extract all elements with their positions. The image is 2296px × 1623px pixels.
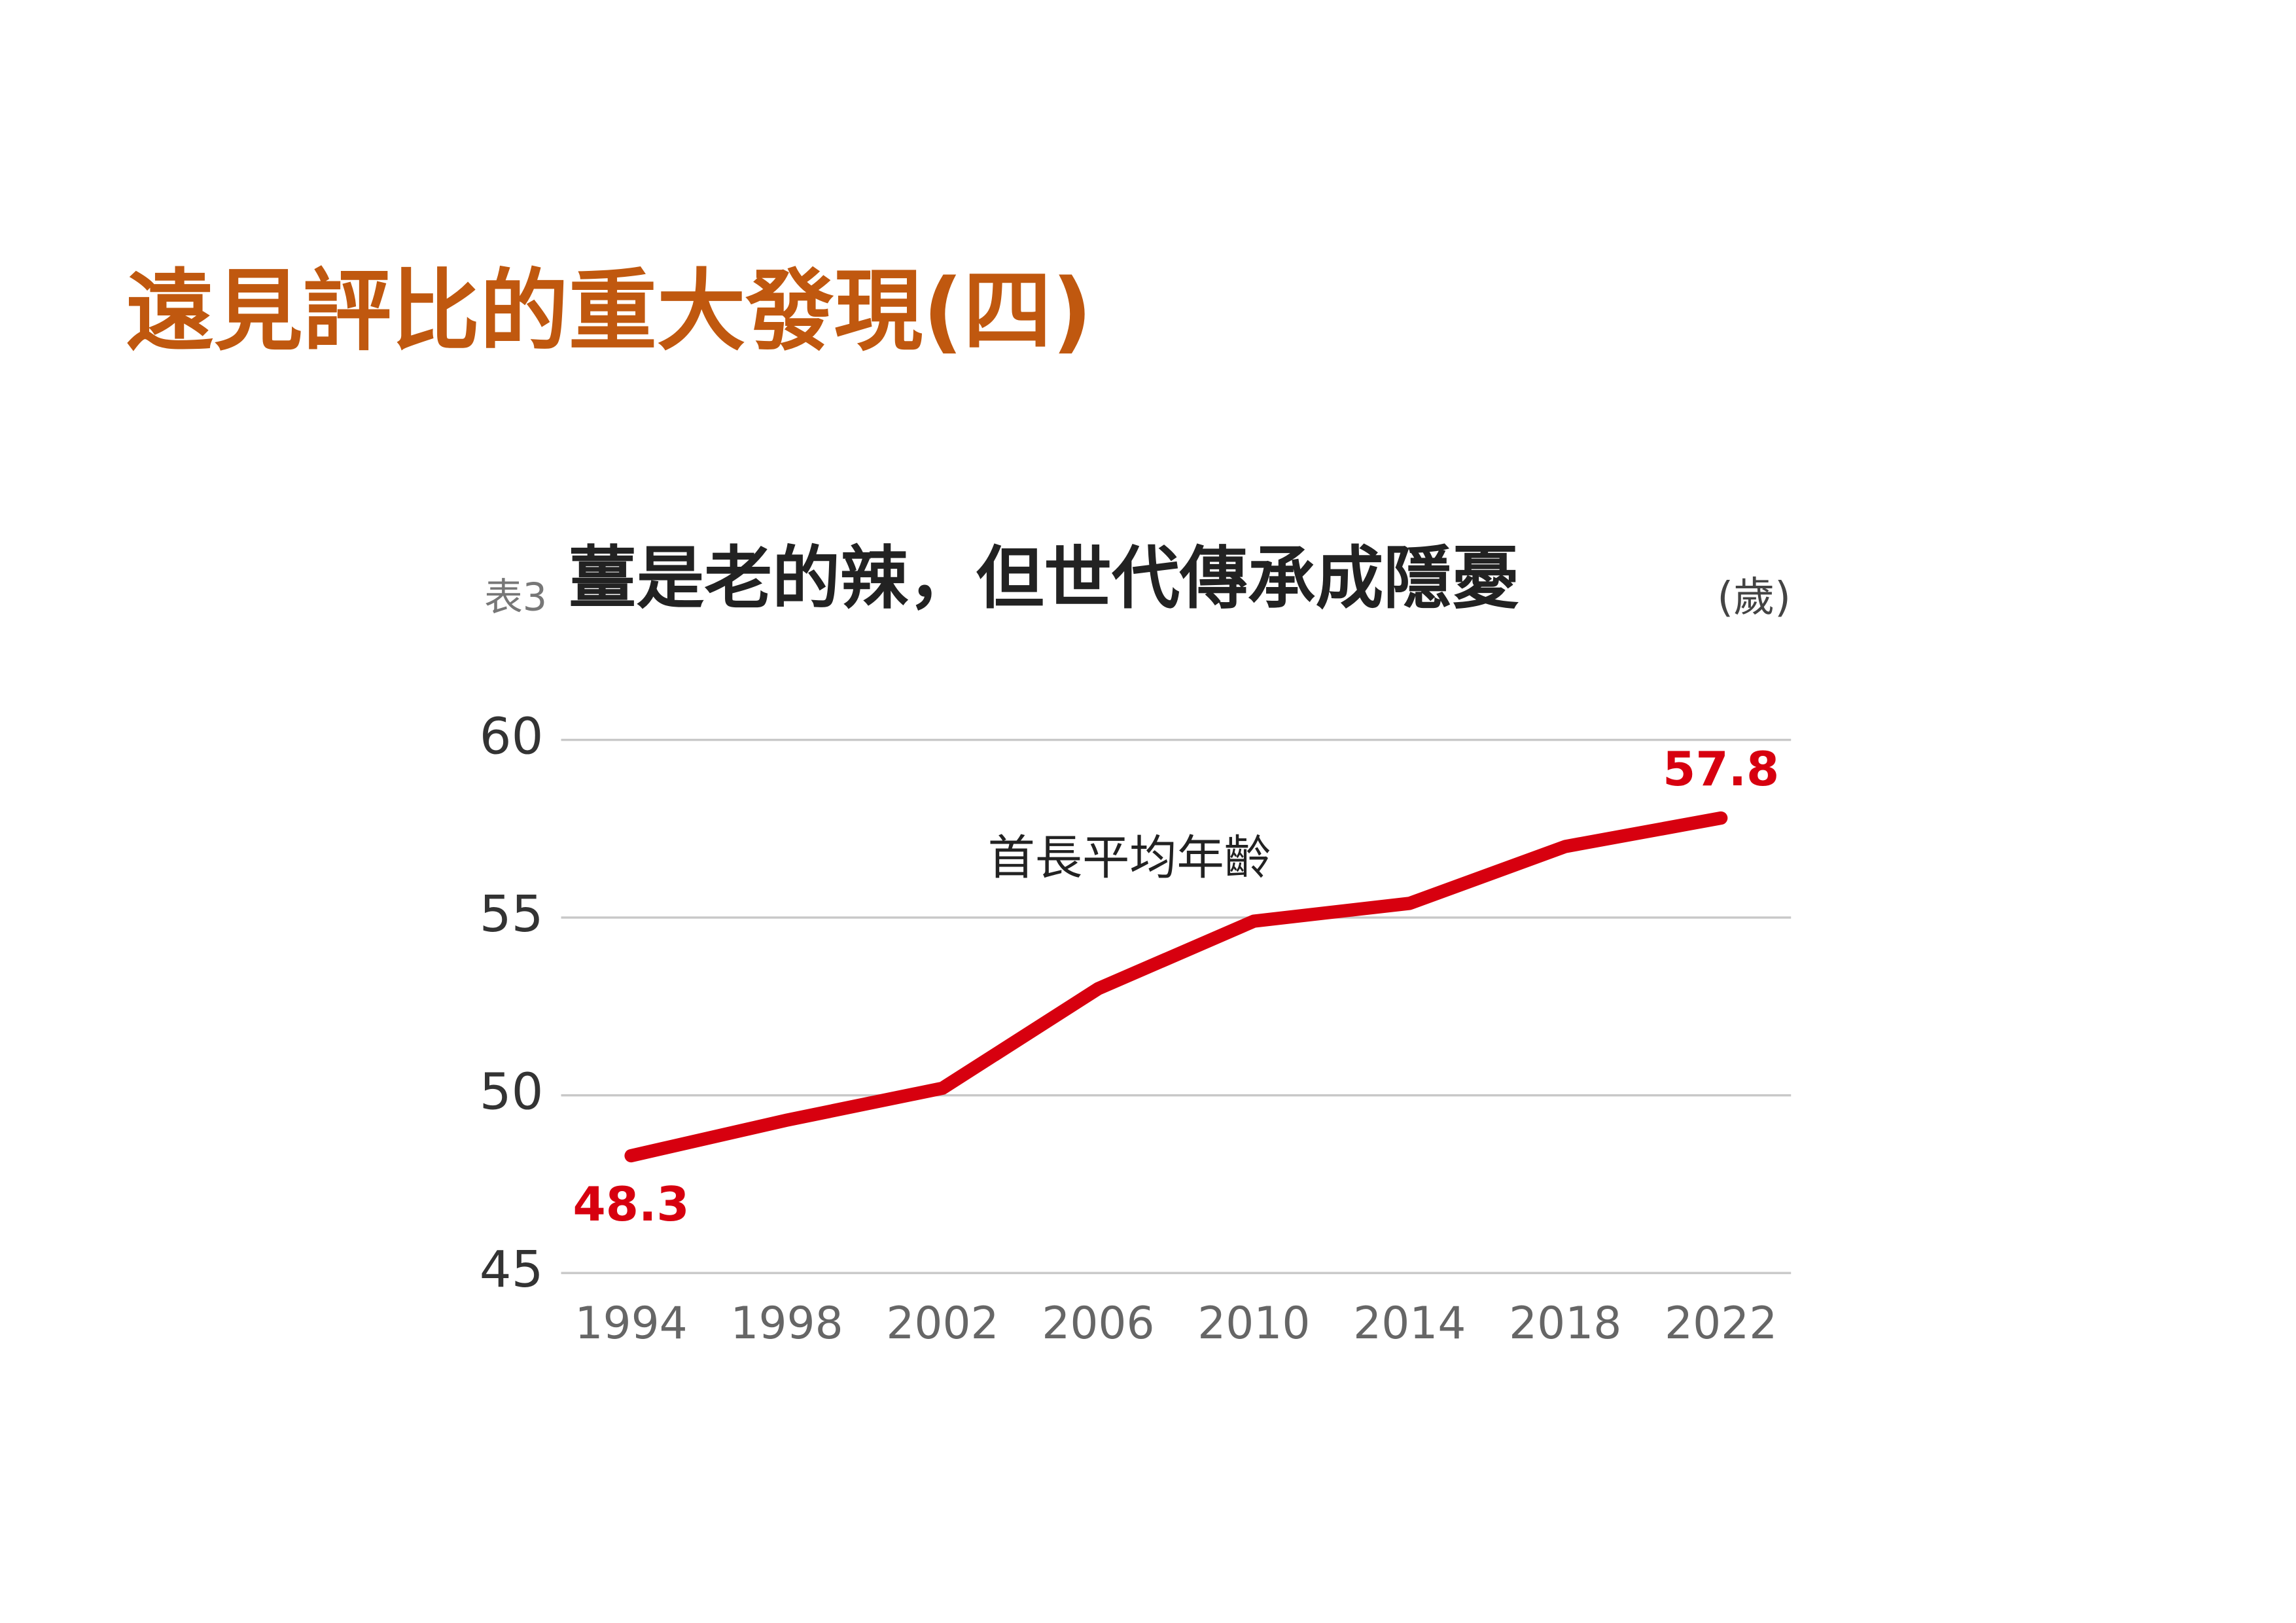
x-tick-label: 2018 xyxy=(1509,1297,1621,1349)
x-tick-label: 2010 xyxy=(1197,1297,1310,1349)
x-tick-label: 2022 xyxy=(1665,1297,1777,1349)
chart-title: 薑是老的辣，但世代傳承成隱憂 xyxy=(569,540,1519,618)
data-label: 57.8 xyxy=(1663,742,1779,797)
x-tick-label: 2006 xyxy=(1042,1297,1154,1349)
y-tick-label: 45 xyxy=(480,1241,544,1299)
data-label: 48.3 xyxy=(573,1177,690,1232)
x-tick-label: 2014 xyxy=(1353,1297,1466,1349)
page-title: 遠見評比的重大發現(四) xyxy=(126,259,1093,363)
x-tick-label: 1994 xyxy=(574,1297,687,1349)
line xyxy=(624,811,1728,1163)
y-tick-label: 55 xyxy=(480,885,544,944)
unit-label: (歲) xyxy=(1717,573,1790,621)
x-tick-label: 2002 xyxy=(886,1297,998,1349)
y-tick-label: 50 xyxy=(480,1063,544,1122)
series-label: 首長平均年齡 xyxy=(988,831,1271,886)
x-tick-label: 1998 xyxy=(730,1297,843,1349)
chart-number: 表3 xyxy=(484,575,547,619)
y-tick-label: 60 xyxy=(480,708,544,766)
